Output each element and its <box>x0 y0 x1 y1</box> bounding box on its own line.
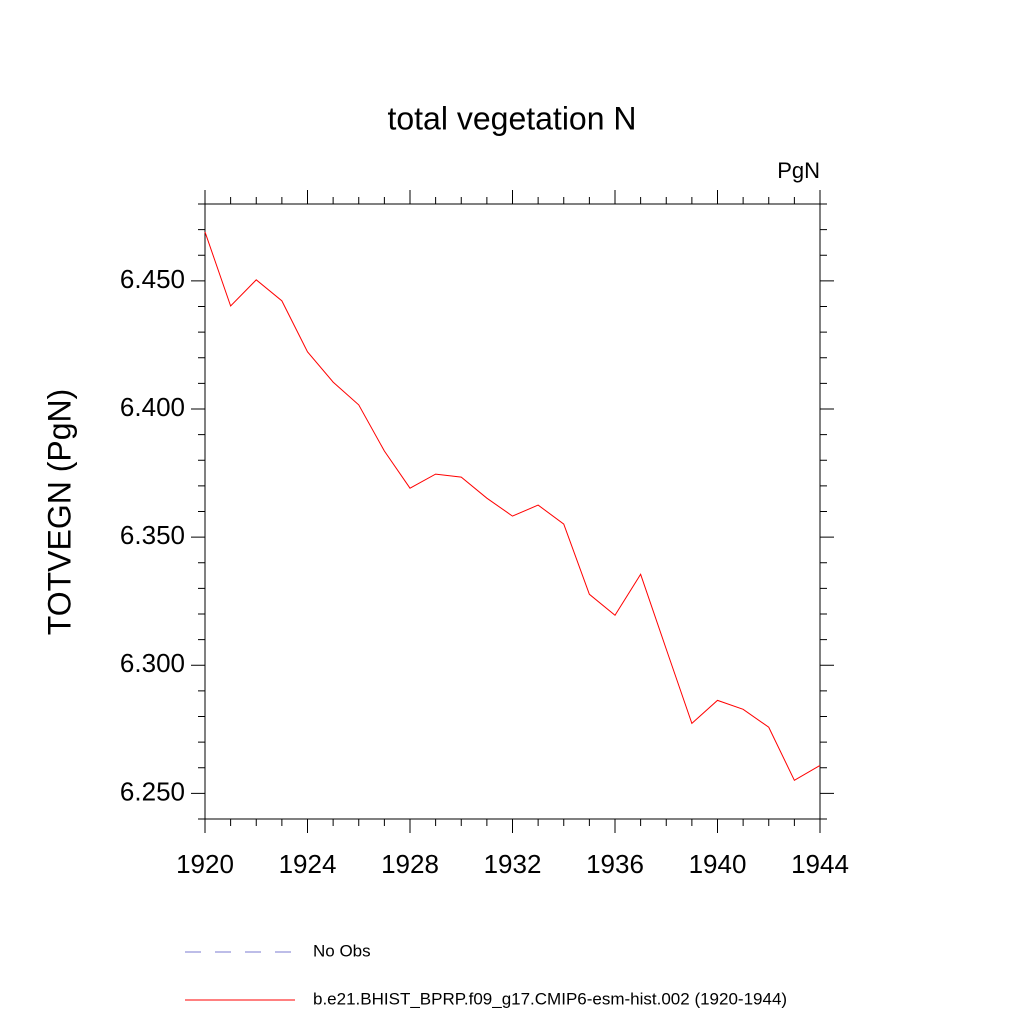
y-tick-label: 6.300 <box>120 648 185 678</box>
y-tick-label: 6.400 <box>120 392 185 422</box>
x-tick-label: 1920 <box>176 849 234 879</box>
y-tick-label: 6.350 <box>120 520 185 550</box>
y-tick-label: 6.450 <box>120 264 185 294</box>
data-line <box>204 231 821 782</box>
x-tick-label: 1928 <box>381 849 439 879</box>
chart-title: total vegetation N <box>387 100 636 136</box>
legend-label: No Obs <box>313 941 371 960</box>
units-label: PgN <box>777 158 820 183</box>
x-tick-label: 1932 <box>484 849 542 879</box>
y-axis-label: TOTVEGN (PgN) <box>41 389 77 636</box>
legend-label: b.e21.BHIST_BPRP.f09_g17.CMIP6-esm-hist.… <box>313 989 787 1008</box>
x-tick-label: 1944 <box>791 849 849 879</box>
x-tick-label: 1936 <box>586 849 644 879</box>
plot-frame <box>204 203 821 820</box>
y-tick-label: 6.250 <box>120 776 185 806</box>
x-tick-label: 1924 <box>279 849 337 879</box>
x-tick-label: 1940 <box>689 849 747 879</box>
